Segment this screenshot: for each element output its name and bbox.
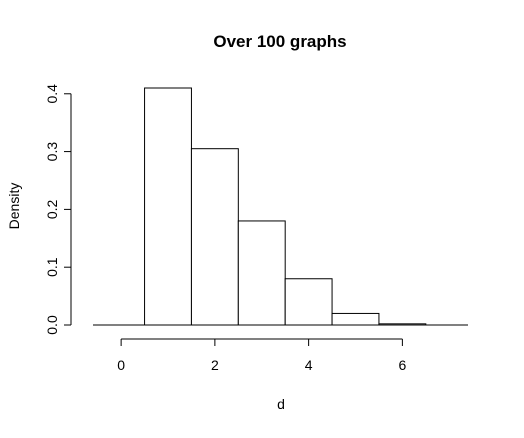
x-axis: 0 2 4 6 (117, 338, 406, 373)
y-axis-label: Density (6, 183, 22, 230)
chart-title: Over 100 graphs (213, 32, 346, 51)
y-tick-label: 0.0 (44, 315, 60, 335)
y-tick-label: 0.4 (44, 84, 60, 104)
histogram-bar-2 (190, 148, 239, 326)
histogram-bar-1 (144, 87, 192, 326)
bars-group (144, 87, 427, 326)
histogram-bar-4 (284, 278, 333, 326)
x-axis-label: d (277, 396, 285, 412)
y-tick-label: 0.3 (44, 142, 60, 162)
y-axis: 0.0 0.1 0.2 0.3 0.4 (44, 84, 72, 335)
x-tick-label: 4 (305, 357, 313, 373)
y-tick-label: 0.1 (44, 257, 60, 277)
x-tick-label: 2 (211, 357, 219, 373)
histogram-bar-3 (237, 220, 286, 326)
y-tick-label: 0.2 (44, 199, 60, 219)
histogram-bar-6 (378, 323, 427, 326)
x-tick-label: 0 (117, 357, 125, 373)
histogram-bar-5 (331, 312, 380, 326)
x-tick-label: 6 (398, 357, 406, 373)
